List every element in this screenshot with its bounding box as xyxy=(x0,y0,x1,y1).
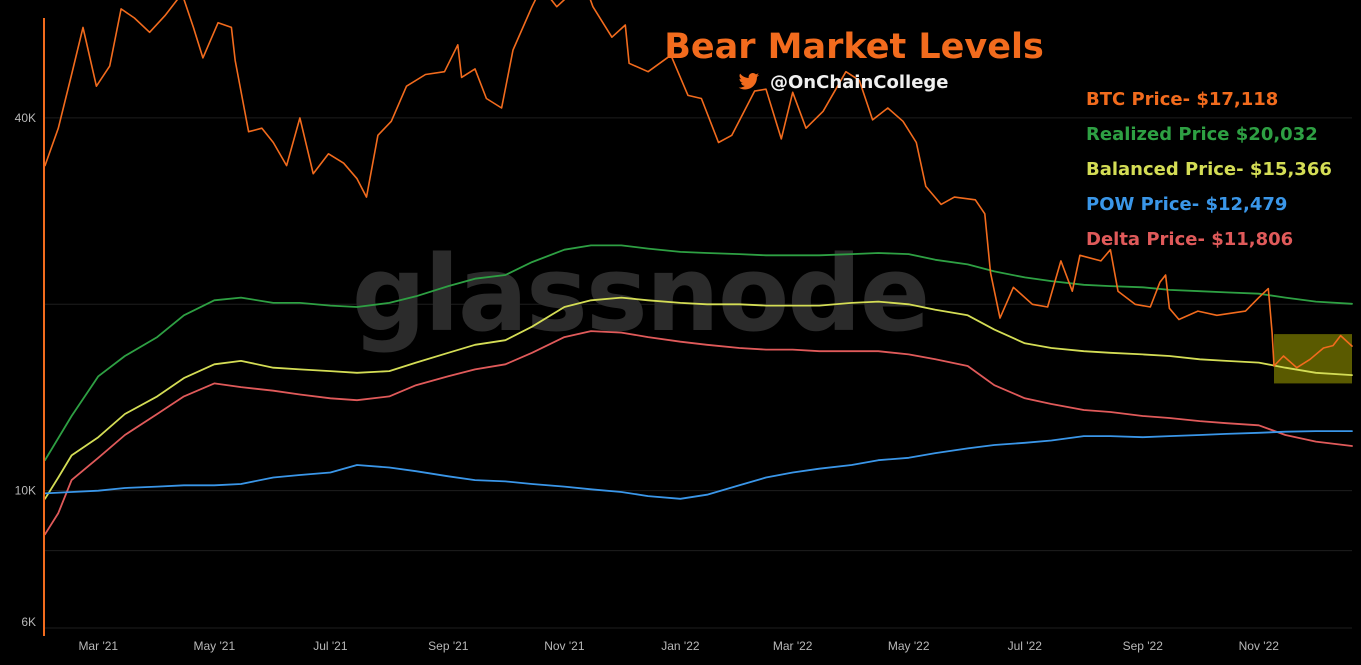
chart-title: Bear Market Levels xyxy=(664,27,1044,67)
twitter-bird-icon xyxy=(738,72,760,90)
y-tick-label: 40K xyxy=(15,111,36,125)
x-tick-label: Mar '22 xyxy=(773,639,813,653)
x-tick-label: Nov '21 xyxy=(544,639,585,653)
series-line xyxy=(44,430,1353,500)
glassnode-watermark: glassnode xyxy=(352,233,929,355)
x-tick-label: May '22 xyxy=(888,639,930,653)
x-tick-label: Nov '22 xyxy=(1239,639,1280,653)
x-tick-label: Sep '22 xyxy=(1123,639,1164,653)
y-tick-label: 6K xyxy=(21,615,36,629)
x-tick-label: Jan '22 xyxy=(661,639,700,653)
x-tick-label: Sep '21 xyxy=(428,639,469,653)
legend-entry: Balanced Price- $15,366 xyxy=(1086,159,1332,180)
series-line xyxy=(44,330,1353,536)
legend-entry: Realized Price $20,032 xyxy=(1086,124,1318,145)
series-line xyxy=(44,244,1353,462)
y-tick-label: 10K xyxy=(15,484,36,498)
twitter-handle: @OnChainCollege xyxy=(738,72,949,93)
x-tick-label: Mar '21 xyxy=(78,639,118,653)
legend-entry: Delta Price- $11,806 xyxy=(1086,229,1293,250)
legend: BTC Price- $17,118 Realized Price $20,032… xyxy=(1086,89,1332,250)
y-axis-ticks: 6K 10K 40K xyxy=(15,111,36,629)
series-lines xyxy=(44,0,1353,536)
x-tick-label: Jul '21 xyxy=(313,639,348,653)
x-axis-ticks: Mar '21 May '21 Jul '21 Sep '21 Nov '21 Jan '… xyxy=(78,639,1279,653)
x-tick-label: Jul '22 xyxy=(1008,639,1043,653)
legend-entry: BTC Price- $17,118 xyxy=(1086,89,1278,110)
x-tick-label: May '21 xyxy=(193,639,235,653)
series-line xyxy=(44,296,1353,500)
series-line xyxy=(44,0,1353,369)
handle-label: @OnChainCollege xyxy=(770,72,949,93)
legend-entry: POW Price- $12,479 xyxy=(1086,194,1287,215)
